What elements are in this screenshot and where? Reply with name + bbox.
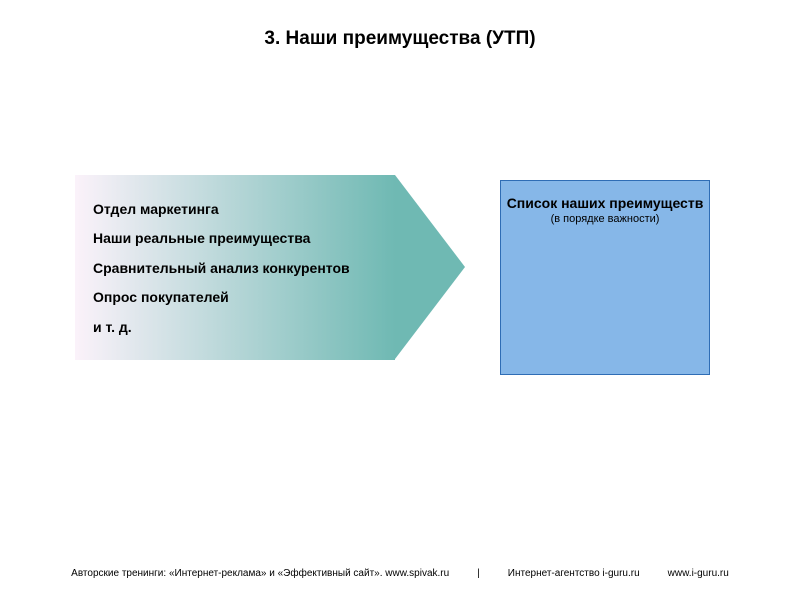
arrow-item: Сравнительный анализ конкурентов xyxy=(93,260,395,276)
footer: Авторские тренинги: «Интернет-реклама» и… xyxy=(0,568,800,579)
arrow-item: Отдел маркетинга xyxy=(93,201,395,217)
arrow-item: Наши реальные преимущества xyxy=(93,230,395,246)
result-title: Список наших преимуществ xyxy=(501,195,709,211)
arrow-item: Опрос покупателей xyxy=(93,289,395,305)
arrow-block: Отдел маркетинга Наши реальные преимущес… xyxy=(75,175,465,360)
footer-left: Авторские тренинги: «Интернет-реклама» и… xyxy=(71,568,449,579)
arrow-head-icon xyxy=(395,175,465,359)
slide: 3. Наши преимущества (УТП) Отдел маркети… xyxy=(0,0,800,600)
arrow-item: и т. д. xyxy=(93,319,395,335)
result-box: Список наших преимуществ (в порядке важн… xyxy=(500,180,710,375)
footer-mid: Интернет-агентство i-guru.ru xyxy=(508,568,640,579)
slide-title: 3. Наши преимущества (УТП) xyxy=(0,28,800,50)
result-subtitle: (в порядке важности) xyxy=(501,213,709,225)
footer-right: www.i-guru.ru xyxy=(668,568,729,579)
arrow-content: Отдел маркетинга Наши реальные преимущес… xyxy=(93,187,395,348)
footer-sep: | xyxy=(477,568,480,579)
